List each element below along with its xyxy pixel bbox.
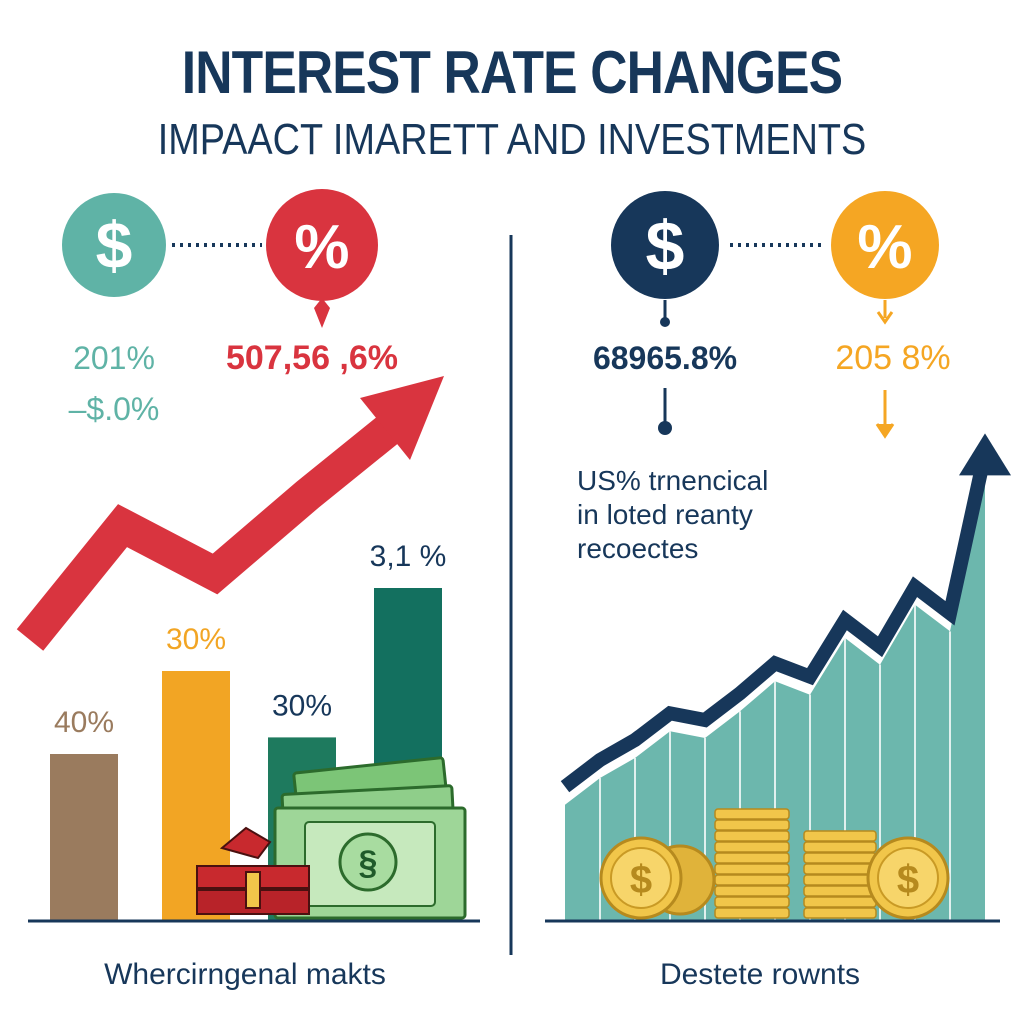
coin xyxy=(715,853,789,863)
coin-stack-1 xyxy=(715,809,789,918)
right-note-line-3: recoectes xyxy=(577,533,698,564)
right-trend-arrowhead xyxy=(959,433,1011,475)
coin xyxy=(804,908,876,918)
right-stat-1: 68965.8% xyxy=(593,340,737,376)
coin xyxy=(715,831,789,841)
right-percent-icon: % xyxy=(831,191,939,299)
right-percent-symbol: % xyxy=(857,213,912,282)
left-dollar-symbol: $ xyxy=(96,208,133,282)
coin xyxy=(804,897,876,907)
left-footer: Whercirngenal makts xyxy=(104,958,386,991)
coin xyxy=(715,886,789,896)
left-percent-icon: % xyxy=(266,189,378,328)
coin xyxy=(715,809,789,819)
coin xyxy=(715,908,789,918)
left-stat-2: –$.0% xyxy=(69,391,160,427)
left-stat-1: 201% xyxy=(73,340,155,376)
left-trend-line xyxy=(30,420,400,640)
coin-stack-2 xyxy=(804,831,876,918)
coin xyxy=(715,875,789,885)
left-stat-3: 507,56 ,6% xyxy=(226,339,398,377)
coin-icon-right: $ xyxy=(868,838,948,918)
left-dollar-icon: $ xyxy=(62,193,166,297)
svg-text:$: $ xyxy=(630,858,652,902)
coin xyxy=(804,864,876,874)
coin xyxy=(804,842,876,852)
left-bar-label-4: 3,1 % xyxy=(370,540,447,573)
left-bar-label-1: 40% xyxy=(54,706,114,739)
right-dollar-symbol: $ xyxy=(646,207,685,285)
right-note-line-2: in loted reanty xyxy=(577,499,753,530)
coin xyxy=(804,831,876,841)
svg-text:§: § xyxy=(359,844,378,882)
coin xyxy=(804,886,876,896)
right-stat-2: 205 8% xyxy=(835,339,950,377)
coin xyxy=(715,820,789,830)
right-footer: Destete rownts xyxy=(660,958,860,991)
svg-text:$: $ xyxy=(897,858,919,902)
left-panel: $ % 201% –$.0% 507,56 ,6% 40% 30% 30% 3,1 %… xyxy=(28,189,480,991)
coin xyxy=(715,864,789,874)
left-bar-1 xyxy=(50,754,118,920)
left-percent-symbol: % xyxy=(294,213,349,282)
right-note-line-1: US% trnencical xyxy=(577,465,768,496)
coin-icon-left: $ xyxy=(601,838,714,918)
coin xyxy=(715,842,789,852)
coin xyxy=(804,875,876,885)
right-panel: $ % 68965.8% 205 8% US% trnencical in lo… xyxy=(545,191,1011,991)
right-dollar-icon: $ xyxy=(611,191,719,299)
coin xyxy=(715,897,789,907)
coin xyxy=(804,853,876,863)
left-bar-label-2: 30% xyxy=(166,623,226,656)
left-bar-label-3: 30% xyxy=(272,689,332,722)
